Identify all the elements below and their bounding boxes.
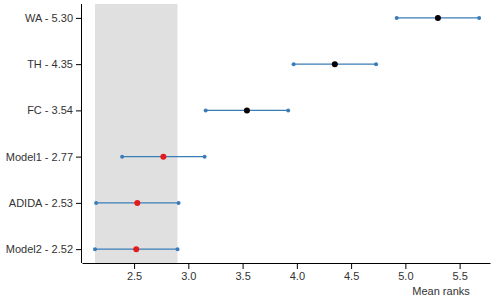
x-tick-mark (460, 263, 461, 269)
error-bar-end (395, 16, 399, 20)
x-tick-label: 3.5 (235, 270, 250, 282)
mean-rank-dot (244, 107, 250, 113)
x-tick-mark (297, 263, 298, 269)
chart: 2.5 3.0 3.5 4.0 4.5 5.0 5.5 WA - 5.30 TH - 4.35 F… (0, 0, 500, 301)
error-bar-end (93, 247, 97, 251)
mean-rank-dot (332, 61, 338, 67)
mean-rank-dot (160, 154, 166, 160)
y-tick-label: WA - 5.30 (25, 12, 73, 24)
interval (292, 62, 378, 66)
x-tick-mark (405, 263, 406, 269)
x-tick: 4.0 (290, 263, 305, 282)
y-tick: FC - 3.54 (27, 104, 82, 116)
interval (94, 201, 180, 205)
error-bar-end (374, 62, 378, 66)
shaded-band (95, 4, 177, 263)
x-tick-label: 5.5 (452, 270, 467, 282)
x-tick: 3.5 (235, 263, 250, 282)
y-tick-mark (76, 249, 82, 250)
error-bar-end (94, 201, 98, 205)
x-tick-mark (243, 263, 244, 269)
x-tick-label: 4.5 (344, 270, 359, 282)
x-tick: 5.0 (398, 263, 413, 282)
x-axis-title: Mean ranks (412, 285, 470, 297)
x-tick-label: 3.0 (181, 270, 196, 282)
marks (93, 4, 481, 263)
x-axis: 2.5 3.0 3.5 4.0 4.5 5.0 5.5 (83, 263, 491, 282)
y-tick-label: FC - 3.54 (27, 104, 73, 116)
x-tick: 5.5 (452, 263, 467, 282)
y-tick: ADIDA - 2.53 (9, 197, 82, 209)
y-tick: WA - 5.30 (25, 12, 82, 24)
y-tick-label: Model2 - 2.52 (6, 243, 73, 255)
x-tick-label: 2.5 (127, 270, 142, 282)
error-bar-end (292, 62, 296, 66)
x-axis-line (83, 263, 491, 264)
error-bar-end (204, 108, 208, 112)
y-tick: Model1 - 2.77 (6, 151, 82, 163)
interval (93, 247, 179, 251)
x-tick: 3.0 (181, 263, 196, 282)
interval (204, 108, 290, 112)
x-tick-label: 5.0 (398, 270, 413, 282)
error-bar-end (120, 155, 124, 159)
error-bar-end (203, 155, 207, 159)
x-tick-label: 4.0 (290, 270, 305, 282)
y-tick-label: ADIDA - 2.53 (9, 197, 73, 209)
mean-rank-dot (133, 246, 139, 252)
mean-rank-dot (134, 200, 140, 206)
x-tick: 4.5 (344, 263, 359, 282)
y-tick-mark (76, 64, 82, 65)
y-tick-mark (76, 110, 82, 111)
x-tick-mark (134, 263, 135, 269)
y-tick: TH - 4.35 (27, 58, 82, 70)
error-bar-end (175, 247, 179, 251)
y-axis-line (81, 4, 82, 263)
error-bar-end (286, 108, 290, 112)
x-tick-mark (188, 263, 189, 269)
y-tick-mark (76, 203, 82, 204)
error-bar-end (477, 16, 481, 20)
y-tick-mark (76, 18, 82, 19)
y-tick-label: TH - 4.35 (27, 58, 73, 70)
y-tick-mark (76, 157, 82, 158)
x-tick: 2.5 (127, 263, 142, 282)
error-bar-end (177, 201, 181, 205)
y-tick: Model2 - 2.52 (6, 243, 82, 255)
y-tick-label: Model1 - 2.77 (6, 151, 73, 163)
y-axis: WA - 5.30 TH - 4.35 FC - 3.54 Model1 - 2.77… (6, 4, 82, 263)
interval (120, 155, 206, 159)
interval (395, 16, 481, 20)
plot: 2.5 3.0 3.5 4.0 4.5 5.0 5.5 WA - 5.30 TH - 4.35 F… (6, 4, 491, 282)
mean-rank-dot (435, 15, 441, 21)
x-tick-mark (351, 263, 352, 269)
